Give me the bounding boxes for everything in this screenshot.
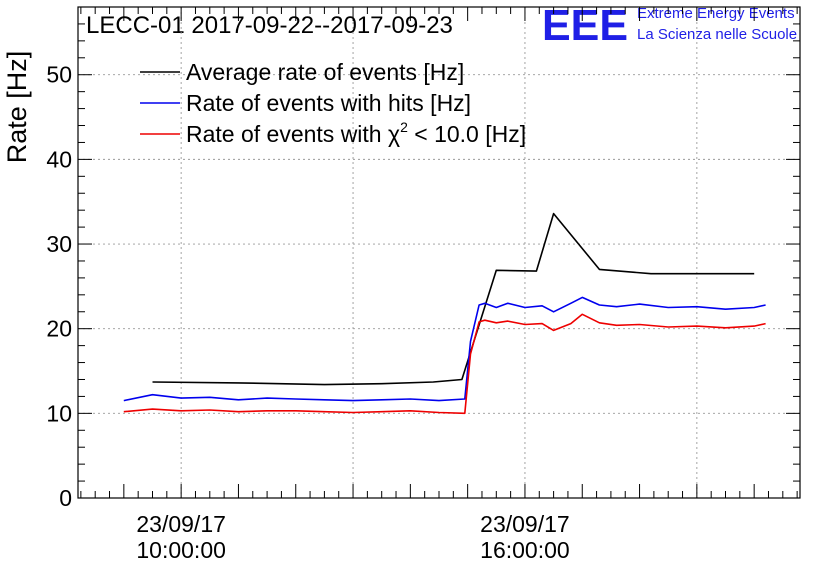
y-axis-label: Rate [Hz] <box>2 51 32 164</box>
y-tick-labels: 0 10 20 30 40 50 <box>46 62 72 511</box>
series-line-rate-of-events-with-hits-hz <box>123 296 766 402</box>
y-tick-label: 40 <box>46 146 72 172</box>
plot-frame <box>77 6 801 499</box>
grid-lines <box>78 7 800 498</box>
eee-logo-text: EEE <box>542 1 628 50</box>
y-tick-label: 30 <box>46 231 72 257</box>
legend-chi2-symbol: χ <box>388 121 400 147</box>
x-tick-label-time: 10:00:00 <box>136 537 226 563</box>
legend-chi2-superscript: 2 <box>400 119 408 135</box>
series-line-rate-of-events-with-10-0-hz <box>123 313 766 415</box>
y-tick-label: 10 <box>46 400 72 426</box>
legend-chi2-prefix: Rate of events with <box>186 121 388 147</box>
legend-label-hits: Rate of events with hits [Hz] <box>186 90 471 116</box>
x-tick-label-time: 16:00:00 <box>480 537 570 563</box>
y-tick-label: 0 <box>59 485 72 511</box>
series-lines <box>123 212 766 415</box>
legend-chi2-suffix: < 10.0 [Hz] <box>408 121 526 147</box>
chart-title: LECC-01 2017-09-22--2017-09-23 <box>86 12 453 39</box>
legend-label-chi2: Rate of events with χ2 < 10.0 [Hz] <box>186 119 526 147</box>
legend-label-average: Average rate of events [Hz] <box>186 59 464 85</box>
series-line-average-rate-of-events-hz <box>152 212 755 386</box>
brand-line1: Extreme Energy Events <box>637 5 795 22</box>
brand-line2: La Scienza nelle Scuole <box>637 26 797 43</box>
eee-logo: EEE Extreme Energy Events La Scienza nel… <box>542 1 797 50</box>
x-tick-label-date: 23/09/17 <box>136 511 226 537</box>
y-tick-label: 20 <box>46 316 72 342</box>
axis-ticks <box>78 6 800 499</box>
y-tick-label: 50 <box>46 62 72 88</box>
x-tick-label-date: 23/09/17 <box>480 511 570 537</box>
legend: Average rate of events [Hz] Rate of even… <box>140 59 526 147</box>
